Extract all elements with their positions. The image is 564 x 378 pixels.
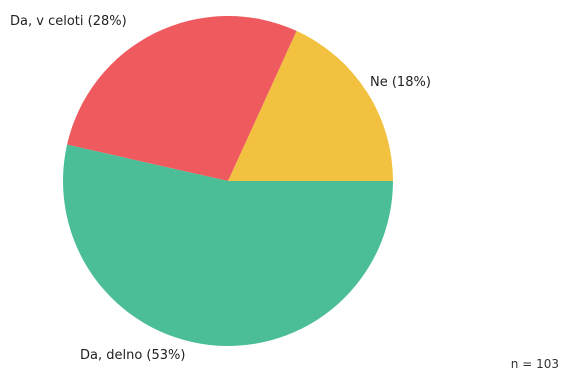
pie-slice-3: [63, 144, 394, 346]
sample-size-note: n = 103: [511, 357, 559, 371]
pie-slice-label-2: Da, v celoti (28%): [10, 14, 127, 29]
slices-layer: [63, 15, 394, 346]
pie-slice-2: [67, 15, 297, 181]
labels-layer: Ne (18%) Da, v celoti (28%) Da, delno (53%…: [10, 14, 431, 363]
pie-slice-label-3: Da, delno (53%): [80, 348, 185, 363]
pie-slice-1: [228, 30, 393, 181]
pie-slice-label-1: Ne (18%): [370, 75, 431, 90]
